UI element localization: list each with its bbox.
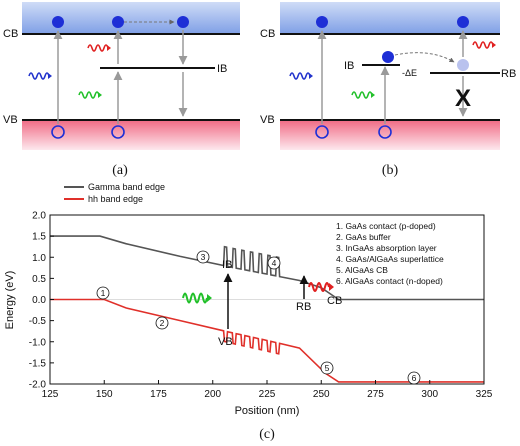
region-marker: 3 <box>196 250 210 264</box>
panel-b: CB VB IB RB -ΔE X (b) <box>260 2 516 178</box>
photon-red-icon <box>472 41 496 49</box>
svg-text:6: 6 <box>412 373 417 383</box>
legend-gamma-label: Gamma band edge <box>88 182 165 192</box>
y-tick-label: 0.5 <box>32 274 46 285</box>
caption-a: (a) <box>112 163 128 178</box>
photon-red-icon <box>87 44 111 52</box>
x-tick-label: 150 <box>96 389 113 400</box>
caption-b: (b) <box>382 163 399 178</box>
y-tick-label: -1.5 <box>29 358 47 369</box>
hole <box>111 125 125 139</box>
region-marker: 1 <box>96 286 110 300</box>
electron <box>382 51 394 63</box>
y-tick-label: -2.0 <box>29 380 47 391</box>
svg-text:1: 1 <box>101 288 106 298</box>
x-tick-label: 200 <box>204 389 221 400</box>
note-3: 3. InGaAs absorption layer <box>336 243 437 253</box>
caption-c: (c) <box>259 427 275 442</box>
y-tick-label: -1.0 <box>29 337 47 348</box>
region-marker: 6 <box>407 371 421 385</box>
hole <box>51 125 65 139</box>
blocked-x-icon: X <box>455 85 471 112</box>
ratchet-transfer-arrow <box>394 52 455 63</box>
photon-blue-icon <box>28 72 52 80</box>
cb-label: CB <box>260 28 275 40</box>
electron-relaxed <box>457 59 469 71</box>
electron <box>316 16 328 28</box>
vb-label-c: VB <box>218 336 233 348</box>
y-tick-label: 2.0 <box>32 211 46 222</box>
x-tick-label: 225 <box>259 389 276 400</box>
rb-label: RB <box>501 68 516 80</box>
plot-frame <box>49 214 485 385</box>
panel-a: CB VB IB (a) <box>3 2 240 178</box>
x-tick-label: 175 <box>150 389 167 400</box>
photon-red-icon <box>308 282 334 292</box>
x-tick-label: 275 <box>367 389 384 400</box>
y-axis-label: Energy (eV) <box>4 271 16 330</box>
note-4: 4. GaAs/AlGaAs superlattice <box>336 254 444 264</box>
x-tick-label: 250 <box>313 389 330 400</box>
cb-label-c: CB <box>327 295 342 307</box>
ib-label-c: IB <box>222 259 232 271</box>
photon-green-icon <box>78 91 102 99</box>
region-marker: 2 <box>155 316 169 330</box>
legend-hh-label: hh band edge <box>88 194 143 204</box>
gamma-band-edge-line <box>50 235 484 301</box>
cb-label: CB <box>3 28 18 40</box>
rb-label-c: RB <box>296 301 311 313</box>
electron <box>177 16 189 28</box>
y-tick-label: 1.0 <box>32 253 46 264</box>
electron <box>457 16 469 28</box>
note-2: 2. GaAs buffer <box>336 232 391 242</box>
svg-text:4: 4 <box>272 258 277 268</box>
x-axis-label: Position (nm) <box>235 405 300 417</box>
y-tick-label: 1.5 <box>32 232 46 243</box>
svg-text:5: 5 <box>325 363 330 373</box>
ib-label: IB <box>217 63 227 75</box>
photon-green-icon <box>182 292 212 304</box>
delta-e-label: -ΔE <box>402 68 417 78</box>
x-tick-label: 325 <box>476 389 493 400</box>
svg-text:3: 3 <box>201 252 206 262</box>
valence-band-region <box>22 120 240 150</box>
photon-blue-icon <box>289 72 313 80</box>
hh-band-edge-line <box>50 298 484 383</box>
band-edge-chart: Gamma band edge hh band edge 125 150 175 20… <box>4 182 493 442</box>
vb-label: VB <box>3 114 18 126</box>
note-6: 6. AlGaAs contact (n-doped) <box>336 276 443 286</box>
note-1: 1. GaAs contact (p-doped) <box>336 221 436 231</box>
note-5: 5. AlGaAs CB <box>336 265 388 275</box>
region-marker: 5 <box>320 361 334 375</box>
svg-text:2: 2 <box>160 318 165 328</box>
x-tick-label: 300 <box>421 389 438 400</box>
electron <box>112 16 124 28</box>
y-tick-label: 0.0 <box>32 295 46 306</box>
hole <box>378 125 392 139</box>
ib-label: IB <box>344 60 354 72</box>
photon-green-icon <box>351 91 375 99</box>
vb-label: VB <box>260 114 275 126</box>
hole <box>315 125 329 139</box>
x-tick-label: 125 <box>42 389 59 400</box>
electron <box>52 16 64 28</box>
notes-list: 1. GaAs contact (p-doped) 2. GaAs buffer… <box>336 221 444 286</box>
region-marker: 4 <box>267 256 281 270</box>
y-tick-label: -0.5 <box>29 316 47 327</box>
